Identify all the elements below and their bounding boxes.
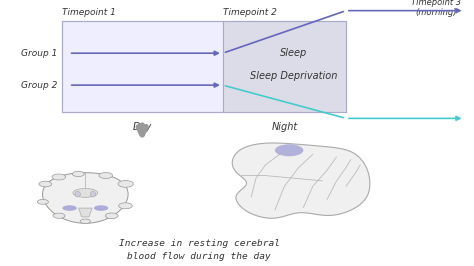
Ellipse shape bbox=[99, 173, 113, 178]
Ellipse shape bbox=[53, 213, 65, 218]
Ellipse shape bbox=[105, 213, 118, 219]
Ellipse shape bbox=[118, 203, 132, 209]
Ellipse shape bbox=[39, 181, 52, 187]
Polygon shape bbox=[79, 208, 92, 217]
Text: Timepoint 2: Timepoint 2 bbox=[223, 8, 277, 17]
Text: Sleep: Sleep bbox=[280, 48, 308, 58]
Ellipse shape bbox=[90, 192, 96, 197]
Bar bbox=[223, 21, 346, 112]
Ellipse shape bbox=[80, 219, 91, 223]
Text: Increase in resting cerebral
blood flow during the day: Increase in resting cerebral blood flow … bbox=[118, 239, 280, 261]
Bar bbox=[62, 21, 346, 112]
Ellipse shape bbox=[94, 205, 108, 211]
Ellipse shape bbox=[73, 171, 84, 177]
Ellipse shape bbox=[63, 205, 77, 211]
Ellipse shape bbox=[73, 189, 98, 197]
Text: Timepoint 3
(morning): Timepoint 3 (morning) bbox=[411, 0, 461, 17]
Text: Group 1: Group 1 bbox=[20, 49, 57, 58]
Bar bbox=[62, 21, 223, 112]
Text: Night: Night bbox=[271, 122, 298, 132]
Polygon shape bbox=[232, 143, 370, 218]
Ellipse shape bbox=[275, 144, 303, 156]
Text: Timepoint 1: Timepoint 1 bbox=[62, 8, 116, 17]
Polygon shape bbox=[43, 173, 128, 223]
Text: Sleep Deprivation: Sleep Deprivation bbox=[250, 70, 337, 81]
Ellipse shape bbox=[118, 181, 133, 187]
Text: Day: Day bbox=[133, 122, 152, 132]
Text: Group 2: Group 2 bbox=[20, 81, 57, 90]
Ellipse shape bbox=[75, 192, 81, 197]
Ellipse shape bbox=[37, 200, 48, 204]
Ellipse shape bbox=[52, 174, 66, 180]
